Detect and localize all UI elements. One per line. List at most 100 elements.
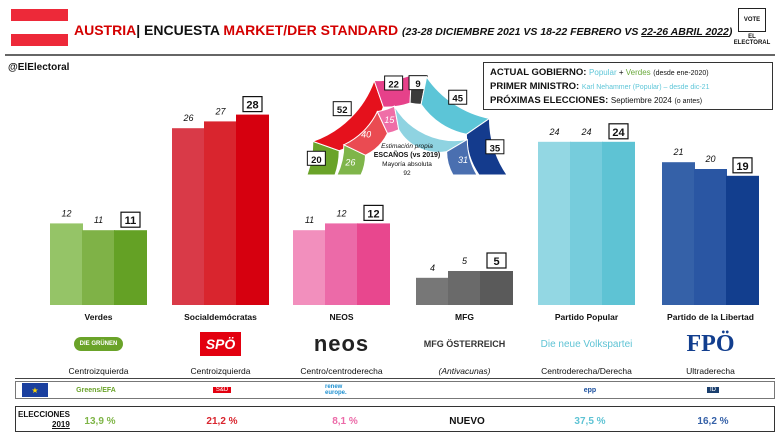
gov-party-a: Popular bbox=[589, 68, 617, 77]
party-name: Socialdemócratas bbox=[184, 312, 257, 322]
data-label-box bbox=[242, 95, 263, 113]
bar bbox=[357, 223, 390, 305]
seat-caption: Mayoría absoluta bbox=[382, 161, 432, 168]
bar bbox=[236, 114, 269, 305]
party-name: Verdes bbox=[84, 312, 113, 322]
party-logo: MFG ÖSTERREICH bbox=[410, 326, 520, 362]
pm-value: Karl Nehammer (Popular) – desde dic-21 bbox=[581, 84, 710, 91]
data-label: 24 bbox=[548, 127, 559, 137]
elections-2019-row bbox=[15, 406, 775, 432]
eu-group-label: Greens/EFA bbox=[76, 386, 116, 394]
bar bbox=[293, 230, 326, 305]
seat-label-box bbox=[485, 139, 505, 155]
dates-last: 22-26 ABRIL 2022 bbox=[641, 26, 729, 38]
party-logo: DIE GRÜNEN bbox=[44, 326, 154, 362]
party-ideology: Ultraderecha bbox=[686, 366, 735, 376]
seat-label: 26 bbox=[344, 158, 355, 168]
title-pollster: MARKET/DER STANDARD bbox=[223, 22, 399, 38]
party-logo: neos bbox=[287, 326, 397, 362]
next-value: Septiembre 2024 bbox=[610, 96, 672, 105]
austria-flag bbox=[11, 9, 68, 46]
eu-group-label: epp bbox=[583, 386, 597, 394]
data-label: 24 bbox=[612, 127, 625, 139]
data-label-box bbox=[608, 123, 629, 140]
seat-label-box bbox=[306, 150, 326, 166]
data-label-box bbox=[120, 211, 141, 228]
party-name: Partido de la Libertad bbox=[667, 312, 754, 322]
election-2019-value: 8,1 % bbox=[332, 416, 358, 427]
data-label: 24 bbox=[580, 127, 591, 137]
seat-label-box bbox=[448, 89, 468, 105]
party-name: Partido Popular bbox=[554, 312, 619, 322]
party-name: MFG bbox=[455, 312, 474, 322]
party-logo: FPÖ bbox=[656, 326, 766, 362]
elections-label: ELECCIONES 2019 bbox=[18, 410, 70, 430]
twitter-handle: @ElElectoral bbox=[8, 62, 70, 73]
seat-label: 22 bbox=[388, 79, 399, 90]
party-ideology: Centro/centroderecha bbox=[300, 366, 383, 376]
seat-label: 52 bbox=[337, 105, 348, 116]
bar bbox=[82, 230, 115, 305]
bar bbox=[416, 277, 449, 305]
seat-label-box bbox=[384, 75, 404, 91]
data-label: 4 bbox=[430, 263, 435, 273]
party-logo: SPÖ bbox=[166, 326, 276, 362]
next-line: PRÓXIMAS ELECCIONES: Septiembre 2024 (o … bbox=[490, 94, 766, 108]
next-label: PRÓXIMAS ELECCIONES: bbox=[490, 95, 609, 106]
seat-label: 15 bbox=[384, 115, 395, 125]
data-label: 21 bbox=[672, 147, 683, 157]
seat-label: 20 bbox=[311, 155, 322, 166]
data-label: 26 bbox=[182, 113, 193, 123]
title-country: AUSTRIA bbox=[74, 22, 137, 38]
data-label: 11 bbox=[125, 215, 137, 227]
bar bbox=[172, 128, 205, 305]
data-label: 12 bbox=[61, 208, 71, 218]
party-ideology: Centroderecha/Derecha bbox=[541, 366, 632, 376]
party-ideology: Centroizquierda bbox=[190, 366, 251, 376]
bar bbox=[204, 121, 237, 306]
eu-group-logo: epp bbox=[570, 383, 610, 397]
seat-label: 9 bbox=[415, 79, 420, 90]
eu-stars-icon: ★ bbox=[22, 383, 48, 397]
party-logo: Die neue Volkspartei bbox=[532, 326, 642, 362]
dates-suffix: ) bbox=[728, 26, 733, 38]
data-label: 20 bbox=[704, 154, 715, 164]
seat-label: 40 bbox=[361, 129, 371, 139]
party-logo-text: neos bbox=[313, 331, 370, 356]
header-divider bbox=[5, 54, 775, 56]
election-2019-value: 37,5 % bbox=[574, 416, 606, 427]
ballot-box-icon: VOTE bbox=[738, 8, 766, 32]
bar bbox=[662, 162, 695, 305]
eu-group-logo: Greens/EFA bbox=[76, 383, 116, 397]
next-note: (o antes) bbox=[674, 98, 703, 105]
party-name: NEOS bbox=[329, 312, 354, 322]
data-label: 11 bbox=[94, 215, 103, 225]
groups-divider bbox=[15, 378, 775, 379]
elections-label-2: 2019 bbox=[52, 420, 70, 429]
party-logo-text: MFG ÖSTERREICH bbox=[423, 339, 506, 349]
seat-caption: ESCAÑOS (vs 2019) bbox=[374, 150, 441, 159]
party-logo-text: FPÖ bbox=[686, 330, 735, 357]
eu-group-logo: ID bbox=[693, 383, 733, 397]
seat-label: 71 bbox=[426, 118, 436, 128]
seat-label: 35 bbox=[490, 143, 501, 154]
title-separator: | bbox=[136, 22, 141, 38]
logo-vote-text: VOTE bbox=[743, 17, 761, 23]
bar bbox=[726, 175, 759, 305]
logo-name: EL ELECTORAL bbox=[733, 34, 771, 46]
bar bbox=[325, 223, 358, 305]
bar bbox=[602, 141, 635, 305]
seat-arc bbox=[446, 138, 478, 176]
eu-groups-row bbox=[15, 381, 775, 399]
seat-label-box bbox=[332, 101, 352, 117]
party-logo-text: DIE GRÜNEN bbox=[73, 337, 124, 351]
eu-group-label: renew europe. bbox=[325, 384, 347, 396]
government-info-box: ACTUAL GOBIERNO: Popular + Verdes (desde… bbox=[483, 62, 773, 110]
page-title: AUSTRIA| ENCUESTA MARKET/DER STANDARD (2… bbox=[74, 22, 732, 38]
gov-label: ACTUAL GOBIERNO: bbox=[490, 67, 587, 78]
election-2019-value: 16,2 % bbox=[697, 416, 729, 427]
data-label-box bbox=[363, 204, 384, 221]
election-2019-value: 21,2 % bbox=[206, 416, 238, 427]
pm-label: PRIMER MINISTRO: bbox=[490, 81, 580, 92]
